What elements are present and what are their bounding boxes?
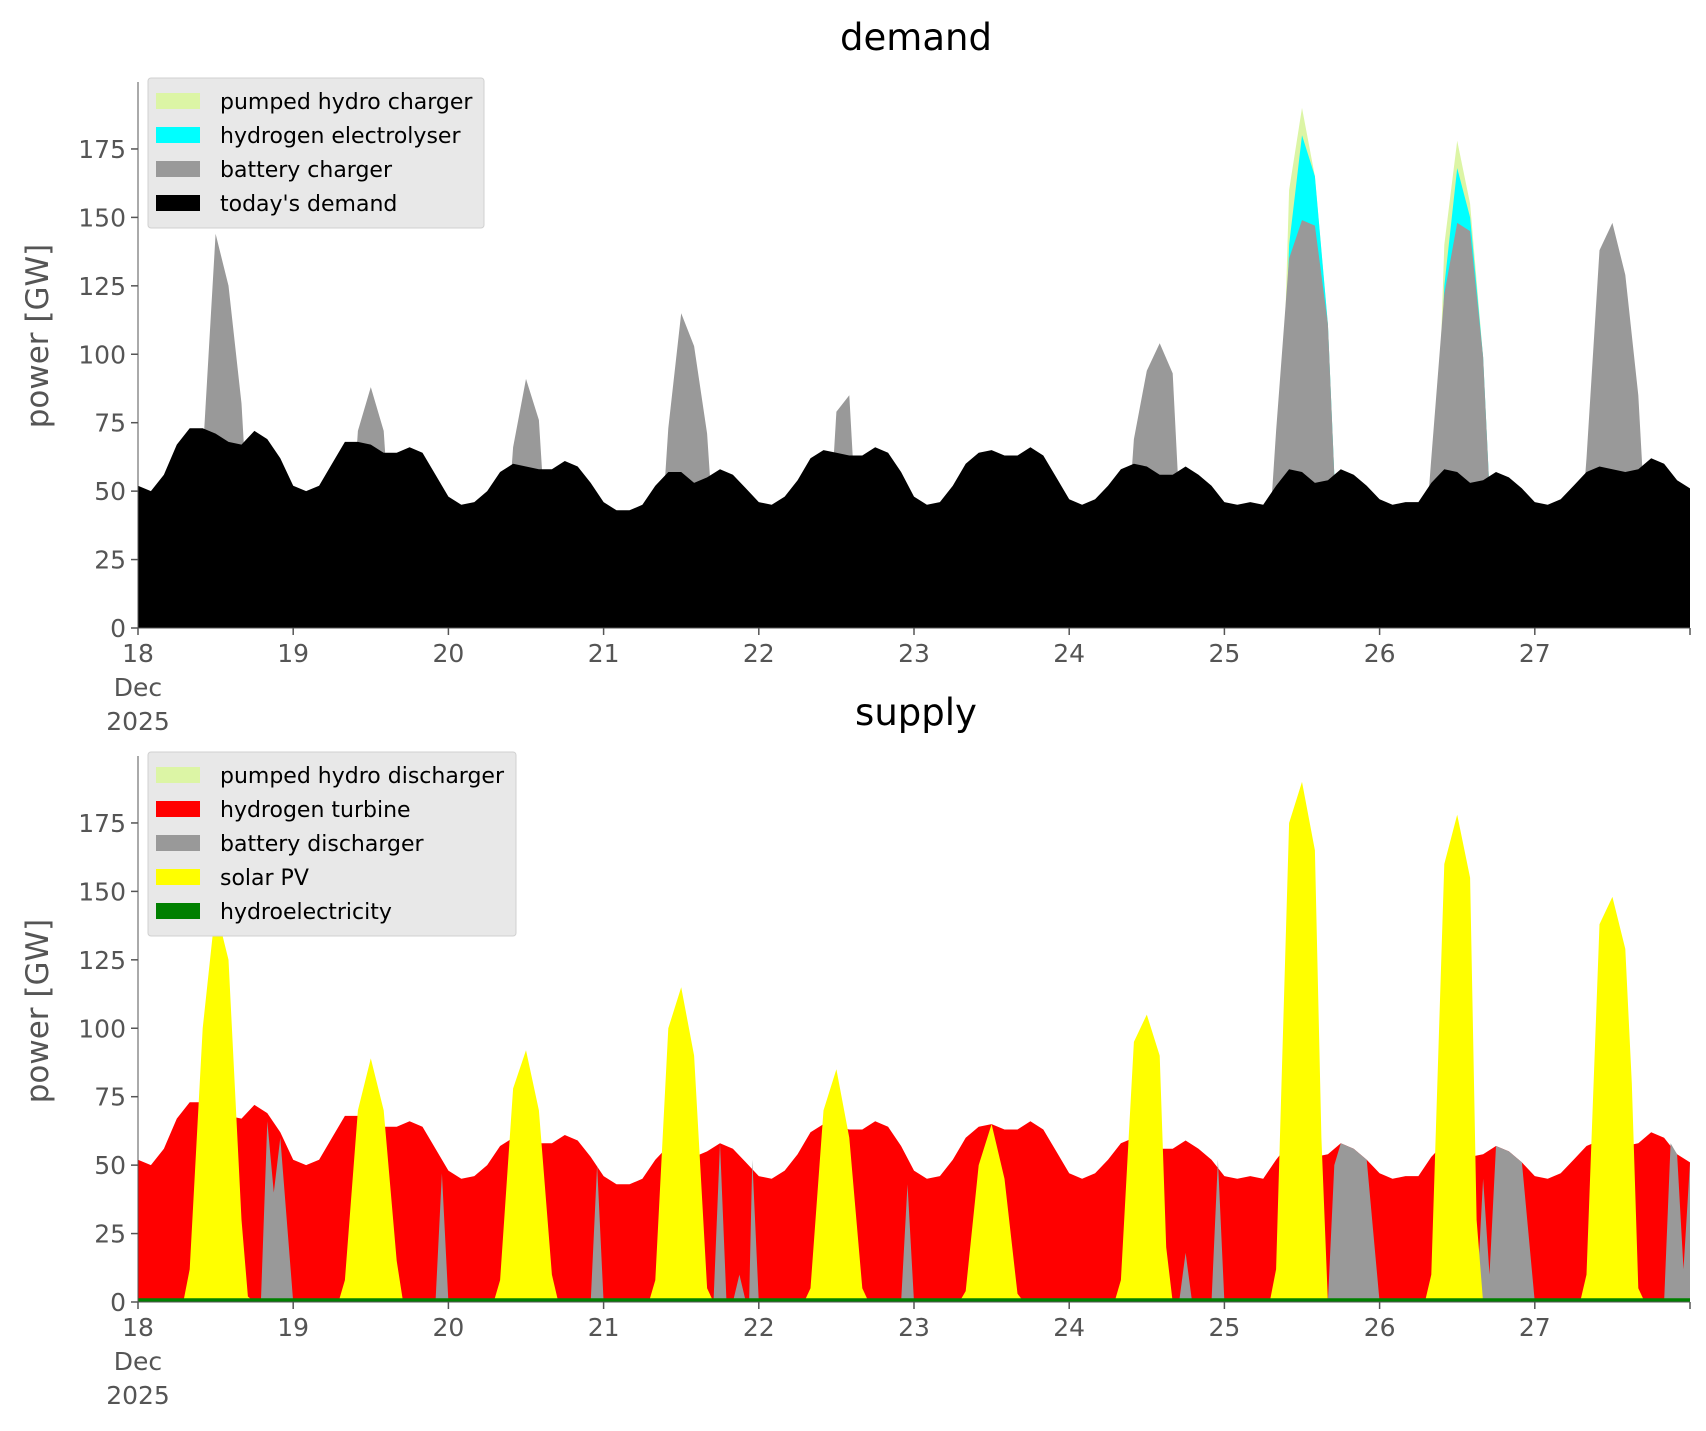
x-tick-label: 21 — [588, 639, 620, 668]
legend-box — [147, 77, 485, 229]
legend-swatch — [156, 801, 200, 817]
x-tick-label: 22 — [743, 1313, 775, 1342]
x-tick-label: 27 — [1519, 639, 1551, 668]
x-tick-label: 25 — [1208, 639, 1240, 668]
y-tick-label: 25 — [94, 546, 126, 575]
x-tick-label: 26 — [1364, 639, 1396, 668]
y-tick-label: 50 — [94, 1151, 126, 1180]
area-layers — [138, 107, 1690, 629]
y-tick-label: 0 — [110, 614, 126, 643]
y-tick-label: 150 — [78, 203, 126, 232]
y-tick-label: 175 — [78, 809, 126, 838]
x-tick-label: 23 — [898, 1313, 930, 1342]
x-tick-label: 24 — [1053, 639, 1085, 668]
x-tick-label: 26 — [1364, 1313, 1396, 1342]
y-tick-label: 100 — [78, 1014, 126, 1043]
y-tick-label: 75 — [94, 409, 126, 438]
legend-swatch — [156, 903, 200, 919]
legend-label: solar PV — [220, 866, 309, 891]
y-axis-label: power [GW] — [20, 919, 56, 1104]
area-battery-discharger — [260, 1121, 1690, 1302]
legend-box — [147, 751, 517, 937]
x-tick-label: 21 — [588, 1313, 620, 1342]
legend-label: pumped hydro charger — [220, 90, 473, 115]
chart-title: demand — [840, 16, 992, 59]
x-tick-label: 18 — [122, 639, 154, 668]
x-tick-label: 2025 — [106, 1381, 170, 1410]
x-tick-label: 20 — [432, 639, 464, 668]
x-tick-label: 27 — [1519, 1313, 1551, 1342]
y-tick-label: 75 — [94, 1083, 126, 1112]
demand-panel: demand power [GW] 0 25 50 75 100 125 150 175 18 D… — [20, 16, 1691, 736]
x-tick-label: 2025 — [106, 707, 170, 736]
y-tick-label: 25 — [94, 1220, 126, 1249]
x-tick-label: 19 — [277, 1313, 309, 1342]
y-tick-label: 125 — [78, 946, 126, 975]
y-tick-label: 50 — [94, 477, 126, 506]
legend-swatch — [156, 161, 200, 177]
legend-label: battery discharger — [220, 832, 425, 857]
chart-title: supply — [855, 691, 977, 734]
legend: pumped hydro charger hydrogen electrolyse… — [147, 77, 485, 229]
area-layers — [138, 781, 1690, 1302]
x-tick-label: Dec — [114, 673, 162, 702]
legend: pumped hydro discharger hydrogen turbine b… — [147, 751, 517, 937]
area-today-s-demand — [138, 428, 1690, 628]
legend-label: pumped hydro discharger — [220, 764, 505, 789]
legend-label: hydroelectricity — [220, 900, 392, 925]
x-tick-label: 22 — [743, 639, 775, 668]
x-tick-label: 23 — [898, 639, 930, 668]
axes: 0 25 50 75 100 125 150 175 18 Dec 2025 19 20 21 22 23 24… — [78, 756, 1691, 1410]
area-solar-pv — [183, 781, 1645, 1302]
legend-label: today's demand — [220, 192, 397, 217]
legend-swatch — [156, 835, 200, 851]
y-tick-label: 150 — [78, 877, 126, 906]
y-tick-label: 0 — [110, 1288, 126, 1317]
x-tick-label: 24 — [1053, 1313, 1085, 1342]
x-tick-label: Dec — [114, 1347, 162, 1376]
x-tick-label: 18 — [122, 1313, 154, 1342]
y-tick-label: 125 — [78, 272, 126, 301]
axes: 0 25 50 75 100 125 150 175 18 Dec 2025 19 20 21 22 23 24… — [78, 82, 1691, 736]
legend-swatch — [156, 127, 200, 143]
x-tick-label: 20 — [432, 1313, 464, 1342]
x-tick-label: 25 — [1208, 1313, 1240, 1342]
y-tick-label: 175 — [78, 135, 126, 164]
legend-label: hydrogen electrolyser — [220, 124, 461, 149]
legend-label: battery charger — [220, 158, 393, 183]
legend-swatch — [156, 767, 200, 783]
supply-panel: supply power [GW] 0 25 50 75 100 125 150 175 18 D… — [20, 691, 1691, 1410]
y-axis-label: power [GW] — [20, 244, 56, 429]
legend-swatch — [156, 93, 200, 109]
legend-swatch — [156, 869, 200, 885]
legend-label: hydrogen turbine — [220, 798, 411, 823]
x-tick-label: 19 — [277, 639, 309, 668]
y-tick-label: 100 — [78, 340, 126, 369]
legend-swatch — [156, 195, 200, 211]
